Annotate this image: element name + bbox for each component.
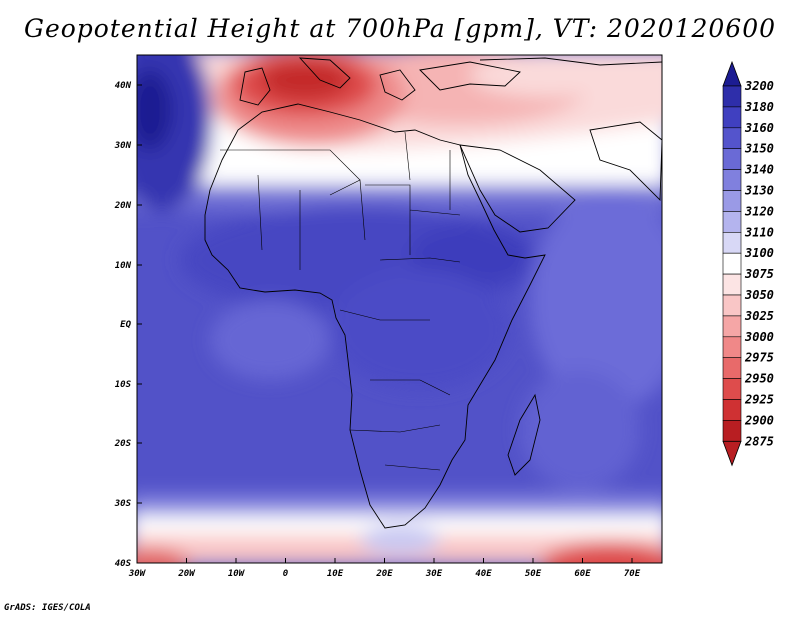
colorbar-swatch <box>722 127 742 150</box>
colorbar-swatch <box>722 169 742 191</box>
colorbar-swatch <box>722 273 742 296</box>
lat-label: 30S <box>114 499 132 509</box>
lat-label: 10N <box>115 261 132 271</box>
map-title: Geopotential Height at 700hPa [gpm], VT:… <box>23 14 777 43</box>
lon-label: 30E <box>425 569 443 579</box>
colorbar-label: 2950 <box>744 372 774 386</box>
lon-label: 10E <box>327 569 344 579</box>
colorbar-swatch <box>722 378 742 400</box>
colorbar-label: 3075 <box>744 267 774 281</box>
lon-label: 70E <box>624 569 641 579</box>
lat-label: 40S <box>115 559 132 569</box>
lon-label: 50E <box>525 569 542 579</box>
colorbar-label: 3120 <box>744 204 774 218</box>
colorbar-swatch <box>722 420 742 442</box>
lat-label: 20S <box>114 439 132 449</box>
lon-label: 60E <box>574 569 591 579</box>
lat-label: 20N <box>114 201 132 211</box>
colorbar-label: 3130 <box>744 184 774 198</box>
coastlines <box>204 57 662 529</box>
lon-label: 0 <box>283 569 289 579</box>
grads-credit: GrADS: IGES/COLA <box>4 603 91 613</box>
borders <box>220 131 461 471</box>
colorbar-swatch <box>722 399 742 421</box>
colorbar-label: 3140 <box>744 163 774 177</box>
colorbar-label: 3110 <box>744 225 774 239</box>
lon-label: 40E <box>475 569 492 579</box>
colorbar-swatch <box>722 211 742 233</box>
colorbar-label: 3025 <box>744 309 774 323</box>
lat-label: 40N <box>115 81 132 91</box>
colorbar: 3200 3180 3160 3150 3140 3130 3120 3110 3100 3075… <box>722 60 774 467</box>
colorbar-label: 3160 <box>744 121 774 135</box>
lon-label: 10W <box>228 569 246 579</box>
lon-label: 20W <box>177 569 196 579</box>
colorbar-label: 3180 <box>744 100 774 114</box>
colorbar-bottom-arrow <box>722 440 742 467</box>
lon-label: 30W <box>128 569 147 579</box>
colorbar-swatch <box>722 252 742 275</box>
colorbar-swatch <box>722 336 742 358</box>
colorbar-label: 3100 <box>744 246 774 260</box>
colorbar-label: 3050 <box>744 288 774 302</box>
colorbar-label: 3000 <box>744 330 774 344</box>
lat-axis: 40N 30N 20N 10N EQ 10S 20S 30S 40S <box>114 81 142 569</box>
colorbar-label: 3200 <box>744 79 774 93</box>
colorbar-label: 2875 <box>744 434 774 448</box>
colorbar-swatch <box>722 294 742 317</box>
lat-label: EQ <box>120 320 131 330</box>
colorbar-swatch <box>722 315 742 338</box>
colorbar-label: 2975 <box>744 351 774 365</box>
colorbar-label: 2925 <box>744 393 774 407</box>
lat-label: 30N <box>114 141 132 151</box>
colorbar-top-arrow <box>722 60 742 87</box>
colorbar-label: 2900 <box>744 413 774 427</box>
colorbar-label: 3150 <box>744 142 774 156</box>
lat-label: 10S <box>115 380 132 390</box>
colorbar-swatch <box>722 357 742 379</box>
colorbar-swatch <box>722 106 742 129</box>
lon-label: 20E <box>375 569 393 579</box>
colorbar-swatch <box>722 232 742 254</box>
colorbar-swatch <box>722 148 742 170</box>
colorbar-swatch <box>722 85 742 108</box>
height-field <box>137 55 662 563</box>
plot-frame <box>136 54 663 564</box>
colorbar-swatch <box>722 190 742 212</box>
lon-axis: 30W 20W 10W 0 10E 20E 30E 40E 50E 60E 70E <box>128 558 641 579</box>
